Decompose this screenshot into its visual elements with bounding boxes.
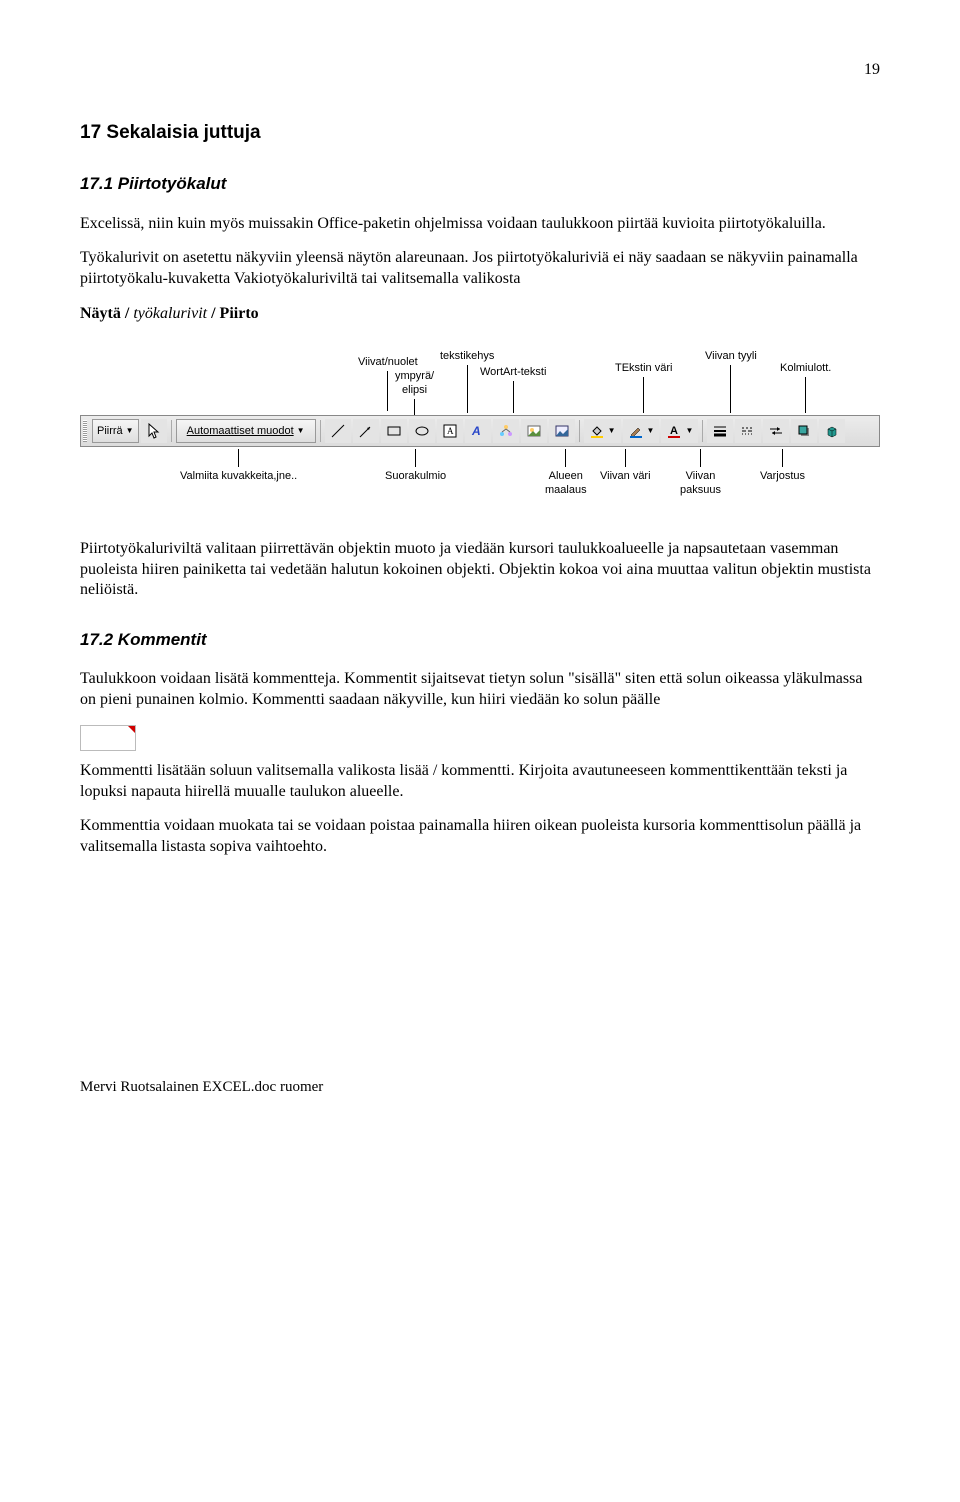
- toolbar-labels-bottom: Valmiita kuvakkeita,jne.. Suorakulmio Al…: [80, 449, 880, 509]
- dash-style-button[interactable]: [735, 419, 761, 443]
- line-weight-icon: [712, 423, 728, 439]
- toolbar-grip[interactable]: [83, 420, 87, 442]
- toolbar-separator: [171, 420, 172, 442]
- label-ympyra-elipsi: ympyrä/ elipsi: [395, 369, 434, 416]
- menu-nayta: Näytä: [80, 305, 121, 322]
- dash-icon: [740, 423, 756, 439]
- line-button[interactable]: [325, 419, 351, 443]
- chevron-down-icon: ▼: [685, 426, 693, 436]
- chevron-down-icon: ▼: [647, 426, 655, 436]
- label-text: tekstikehys: [440, 349, 494, 363]
- arrows-icon: [768, 423, 784, 439]
- paint-bucket-icon: [589, 423, 605, 439]
- line-style-button[interactable]: [707, 419, 733, 443]
- textbox-button[interactable]: A: [437, 419, 463, 443]
- font-color-icon: A: [666, 423, 682, 439]
- chevron-down-icon: ▼: [297, 426, 305, 436]
- drawing-toolbar: Piirrä ▼ Automaattiset muodot ▼ A A: [80, 415, 880, 447]
- label-suorakulmio: Suorakulmio: [385, 449, 446, 483]
- label-text: ympyrä/ elipsi: [395, 369, 434, 398]
- oval-icon: [414, 423, 430, 439]
- para-17-2-b: Kommentti lisätään soluun valitsemalla v…: [80, 761, 880, 803]
- toolbar-separator: [320, 420, 321, 442]
- shadow-button[interactable]: [791, 419, 817, 443]
- brush-icon: [628, 423, 644, 439]
- label-text: Kolmiulott.: [780, 361, 831, 375]
- clipart-button[interactable]: [521, 419, 547, 443]
- arrow-icon: [358, 423, 374, 439]
- label-viivan-vari: Viivan väri: [600, 449, 651, 483]
- select-objects-button[interactable]: [141, 419, 167, 443]
- label-varjostus: Varjostus: [760, 449, 805, 483]
- para-17-2-a: Taulukkoon voidaan lisätä kommentteja. K…: [80, 669, 880, 711]
- label-text: TEkstin väri: [615, 361, 672, 375]
- autoshapes-menu[interactable]: Automaattiset muodot ▼: [176, 419, 316, 443]
- label-valmiita: Valmiita kuvakkeita,jne..: [180, 449, 297, 483]
- piirra-label: Piirrä: [97, 424, 123, 438]
- heading-17-1: 17.1 Piirtotyökalut: [80, 173, 880, 195]
- arrow-style-button[interactable]: [763, 419, 789, 443]
- svg-text:A: A: [670, 425, 678, 437]
- label-text: Alueen maalaus: [545, 469, 587, 498]
- three-d-button[interactable]: [819, 419, 845, 443]
- label-text: WortArt-teksti: [480, 365, 546, 379]
- heading-17-2: 17.2 Kommentit: [80, 629, 880, 651]
- label-alueen-maalaus: Alueen maalaus: [545, 449, 587, 498]
- toolbar-separator: [702, 420, 703, 442]
- para-17-2-c: Kommenttia voidaan muokata tai se voidaa…: [80, 816, 880, 858]
- rectangle-icon: [386, 423, 402, 439]
- para-17-1-a: Excelissä, niin kuin myös muissakin Offi…: [80, 214, 880, 235]
- para-17-1-b: Työkalurivit on asetettu näkyviin yleens…: [80, 248, 880, 290]
- chevron-down-icon: ▼: [126, 426, 134, 436]
- heading-17: 17 Sekalaisia juttuja: [80, 121, 880, 146]
- label-text: Viivan väri: [600, 469, 651, 483]
- diagram-button[interactable]: [493, 419, 519, 443]
- comment-cell-example: [80, 725, 136, 751]
- clipart-icon: [526, 423, 542, 439]
- arrow-button[interactable]: [353, 419, 379, 443]
- textbox-icon: A: [442, 423, 458, 439]
- menu-piirto: / Piirto: [207, 305, 259, 322]
- rectangle-button[interactable]: [381, 419, 407, 443]
- label-viivan-tyyli: Viivan tyyli: [705, 349, 757, 413]
- label-tekstin-vari: TEkstin väri: [615, 361, 672, 413]
- label-wordart: WortArt-teksti: [480, 365, 546, 413]
- label-text: Suorakulmio: [385, 469, 446, 483]
- wordart-button[interactable]: A: [465, 419, 491, 443]
- autoshapes-label: Automaattiset muodot: [187, 424, 294, 438]
- svg-text:A: A: [447, 426, 454, 436]
- page-number: 19: [80, 60, 880, 81]
- menu-path: Näytä / työkalurivit / Piirto: [80, 304, 880, 325]
- para-17-1-c: Piirtotyökaluriviltä valitaan piirrettäv…: [80, 539, 880, 601]
- label-text: Varjostus: [760, 469, 805, 483]
- shadow-icon: [796, 423, 812, 439]
- label-text: Valmiita kuvakkeita,jne..: [180, 469, 297, 483]
- cube-icon: [824, 423, 840, 439]
- menu-tyokalurivit: työkalurivit: [133, 305, 207, 322]
- piirra-menu[interactable]: Piirrä ▼: [92, 419, 139, 443]
- label-text: Viivan paksuus: [680, 469, 721, 498]
- line-icon: [330, 423, 346, 439]
- wordart-icon: A: [470, 423, 486, 439]
- menu-sep1: /: [121, 305, 133, 322]
- picture-icon: [554, 423, 570, 439]
- oval-button[interactable]: [409, 419, 435, 443]
- font-color-button[interactable]: A ▼: [661, 419, 698, 443]
- toolbar-separator: [579, 420, 580, 442]
- cursor-icon: [146, 423, 162, 439]
- label-text: Viivat/nuolet: [358, 355, 418, 369]
- fill-color-button[interactable]: ▼: [584, 419, 621, 443]
- insert-picture-button[interactable]: [549, 419, 575, 443]
- label-text: Viivan tyyli: [705, 349, 757, 363]
- toolbar-labels-top: Viivat/nuolet ympyrä/ elipsi tekstikehys…: [80, 345, 880, 415]
- chevron-down-icon: ▼: [608, 426, 616, 436]
- svg-text:A: A: [471, 424, 481, 438]
- line-color-button[interactable]: ▼: [623, 419, 660, 443]
- drawing-toolbar-diagram: Viivat/nuolet ympyrä/ elipsi tekstikehys…: [80, 345, 880, 509]
- footer-text: Mervi Ruotsalainen EXCEL.doc ruomer: [80, 1078, 880, 1098]
- label-viivan-paksuus: Viivan paksuus: [680, 449, 721, 498]
- label-kolmiulott: Kolmiulott.: [780, 361, 831, 413]
- diagram-icon: [498, 423, 514, 439]
